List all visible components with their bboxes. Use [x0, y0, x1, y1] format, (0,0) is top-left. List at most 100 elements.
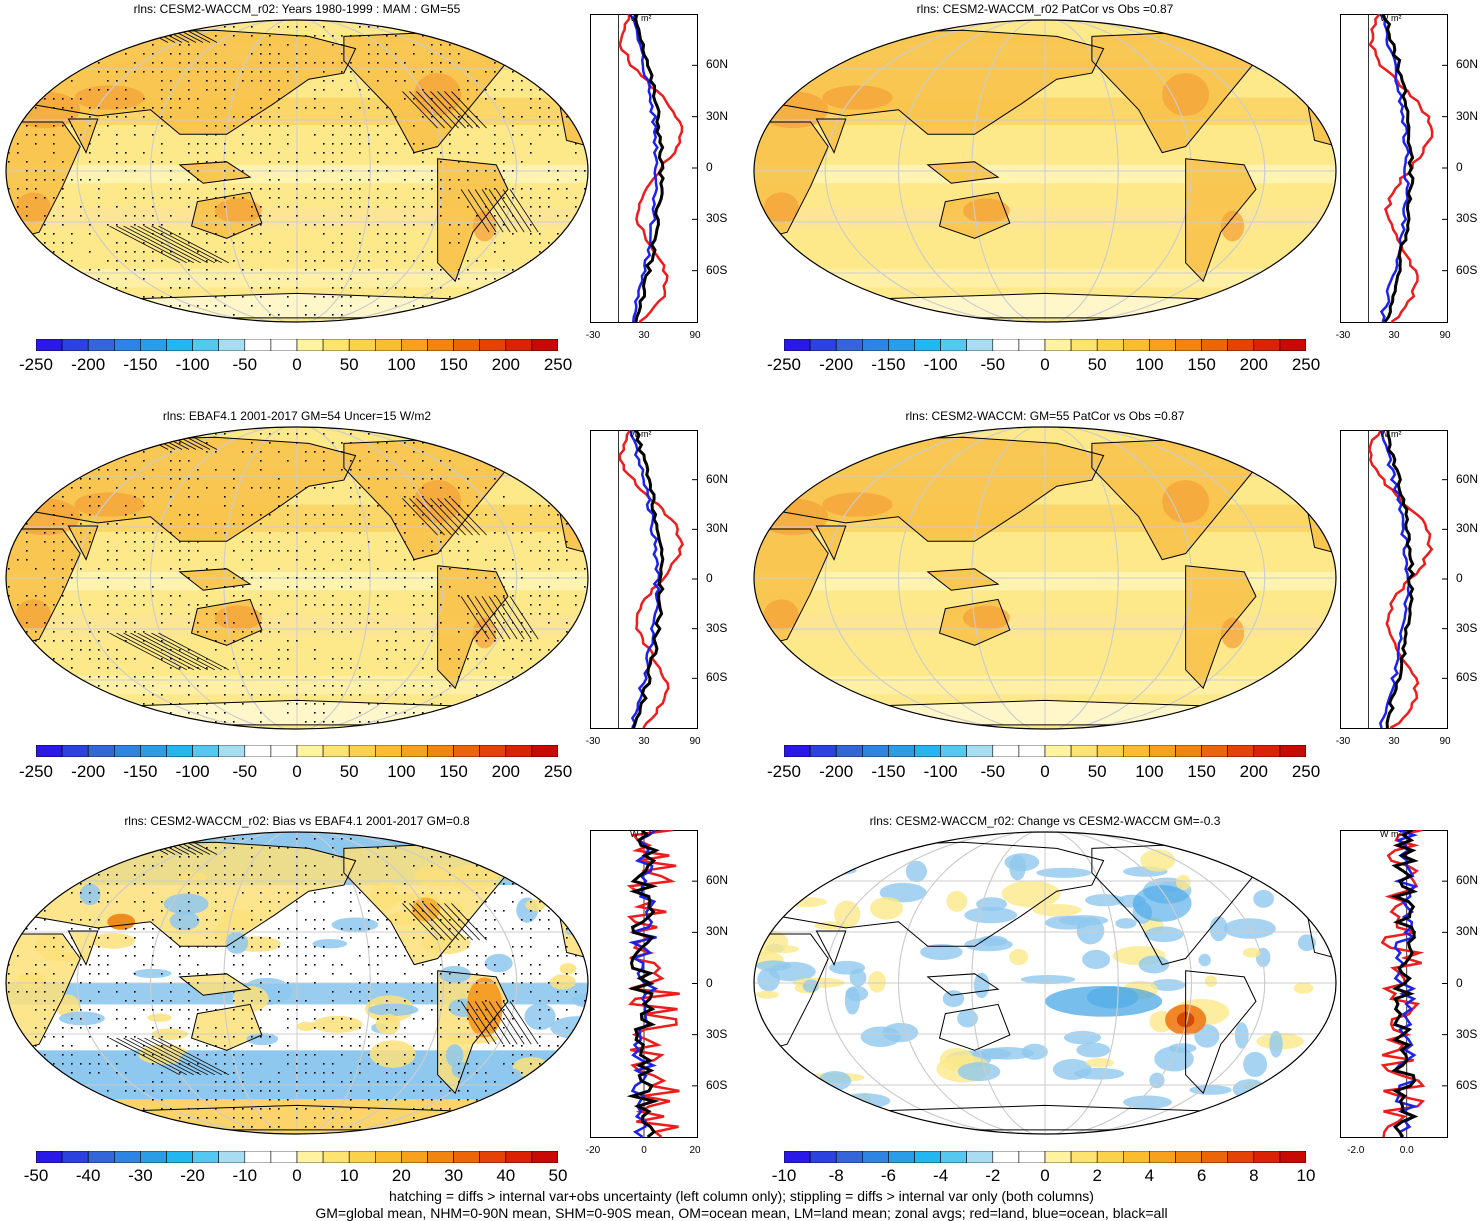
colorbar-swatch: [322, 1151, 350, 1163]
colorbar-tick-label: 0: [292, 1166, 302, 1185]
colorbar-swatch: [401, 339, 428, 351]
footer-line-1: hatching = diffs > internal var+obs unce…: [389, 1188, 1094, 1204]
colorbar-swatch: [1044, 1151, 1072, 1163]
zonal-lat-label: 60S: [706, 670, 728, 685]
zonal-lat-label: 0: [1456, 975, 1463, 990]
zonal-x-tick: 20: [689, 1145, 701, 1156]
colorbar-swatch: [140, 339, 167, 351]
zonal-lat-label: 0: [706, 975, 713, 990]
colorbar-tick-label: 50: [339, 762, 359, 781]
colorbar-swatch: [940, 339, 968, 351]
colorbar-tick-label: -10: [771, 1166, 797, 1185]
colorbar-swatch: [1018, 339, 1046, 351]
zonal-lat-label: 60S: [1456, 262, 1478, 277]
colorbar-tick-label: 250: [1291, 762, 1321, 781]
colorbar-swatch: [809, 339, 837, 351]
colorbar-swatch: [1070, 1151, 1098, 1163]
zonal-line-all: [1390, 830, 1419, 1138]
zonal-lat-label: 30N: [1456, 108, 1479, 123]
map-p6: [753, 831, 1337, 1135]
colorbar-tick-label: 250: [543, 355, 573, 374]
colorbar-tick-label: 8: [1249, 1166, 1259, 1185]
colorbar-swatch: [1227, 1151, 1255, 1163]
colorbar-tick-label: 50: [339, 355, 359, 374]
zonal-lat-label: 0: [706, 160, 713, 174]
zonal-lat-label: 60S: [1456, 1077, 1478, 1092]
colorbar-swatch: [87, 745, 115, 757]
colorbar-tick-label: -250: [766, 762, 802, 781]
colorbar-swatch: [296, 745, 324, 757]
colorbar-tick-label: 200: [1239, 762, 1268, 781]
panel-title-p1: rlns: CESM2-WACCM_r02: Years 1980-1999 :…: [133, 2, 461, 16]
colorbar-tick-label: 150: [1187, 355, 1216, 374]
colorbar-swatch: [296, 1151, 324, 1163]
colorbar-swatch: [166, 1151, 193, 1163]
colorbar-swatch: [1279, 339, 1306, 351]
colorbar-tick-label: 20: [391, 1166, 411, 1185]
colorbar-tick-label: -150: [871, 762, 906, 781]
colorbar-tick-label: -50: [23, 1166, 49, 1185]
colorbar-tick-label: 0: [1040, 355, 1050, 374]
colorbar-swatch: [61, 1151, 89, 1163]
colorbar-swatch: [966, 1151, 994, 1163]
colorbar-tick-label: -2: [985, 1166, 1001, 1185]
colorbar-swatch: [87, 1151, 115, 1163]
colorbar-swatch: [401, 1151, 428, 1163]
colorbar-swatch: [992, 745, 1020, 757]
colorbar-p4: [784, 745, 1306, 757]
colorbar-swatch: [505, 1151, 533, 1163]
colorbar-tick-label: -100: [175, 762, 210, 781]
zonal-lat-label: 60S: [1456, 670, 1478, 685]
zonal-line-all: [634, 14, 665, 323]
zonal-lat-label: 0: [706, 571, 713, 585]
colorbar-swatch: [140, 745, 167, 757]
colorbar-tick-label: 50: [1087, 762, 1107, 781]
zonal-x-tick: 90: [1439, 330, 1451, 341]
colorbar-swatch: [244, 339, 272, 351]
colorbar-swatch: [244, 1151, 272, 1163]
colorbar-tick-label: 250: [543, 762, 573, 781]
zonal-lat-label: 30S: [1456, 620, 1478, 635]
colorbar-tick-label: -50: [980, 355, 1006, 374]
zonal-unit: W m²: [1380, 829, 1402, 839]
colorbar-tick-label: 40: [496, 1166, 516, 1185]
colorbar-tick-label: -150: [123, 762, 158, 781]
zonal-line-all: [1381, 14, 1415, 323]
colorbar-swatch: [1201, 745, 1229, 757]
zonal-lat-label: 60N: [706, 57, 729, 72]
colorbar-swatch: [940, 745, 968, 757]
colorbar-swatch: [114, 339, 141, 351]
colorbar-swatch: [1227, 745, 1255, 757]
zonal-x-tick: 30: [1388, 736, 1400, 747]
colorbar-swatch: [784, 1151, 811, 1163]
colorbar-tick-label: -250: [766, 355, 802, 374]
colorbar-swatch: [1070, 339, 1098, 351]
zonal-lat-label: 30S: [706, 1026, 728, 1041]
colorbar-tick-label: -100: [923, 355, 958, 374]
colorbar-swatch: [1175, 339, 1202, 351]
colorbar-swatch: [218, 745, 246, 757]
colorbar-tick-label: 150: [439, 762, 468, 781]
zonal-x-tick: -20: [585, 1145, 601, 1156]
colorbar-tick-label: 100: [1135, 355, 1164, 374]
map-p5: [5, 831, 589, 1135]
zonal-lat-label: 60N: [1456, 471, 1479, 486]
colorbar-tick-label: -150: [871, 355, 906, 374]
zonal-x-tick: -30: [1335, 330, 1351, 341]
colorbar-swatch: [1122, 745, 1150, 757]
colorbar-p3: [36, 745, 558, 757]
colorbar-swatch: [992, 1151, 1020, 1163]
zonal-x-tick: 0: [641, 1145, 647, 1156]
colorbar-swatch: [966, 745, 994, 757]
colorbar-swatch: [835, 339, 863, 351]
panel-title-p3: rlns: EBAF4.1 2001-2017 GM=54 Uncer=15 W…: [162, 409, 432, 423]
colorbar-swatch: [1044, 745, 1072, 757]
colorbar-swatch: [218, 1151, 246, 1163]
zonal-line-land: [618, 430, 685, 729]
colorbar-tick-label: 0: [1040, 1166, 1050, 1185]
colorbar-tick-label: -50: [232, 355, 258, 374]
zonal-x-tick: 30: [638, 736, 650, 747]
zonal-lat-label: 60N: [706, 873, 729, 888]
zonal-line-ocean: [628, 14, 659, 323]
colorbar-swatch: [479, 1151, 507, 1163]
